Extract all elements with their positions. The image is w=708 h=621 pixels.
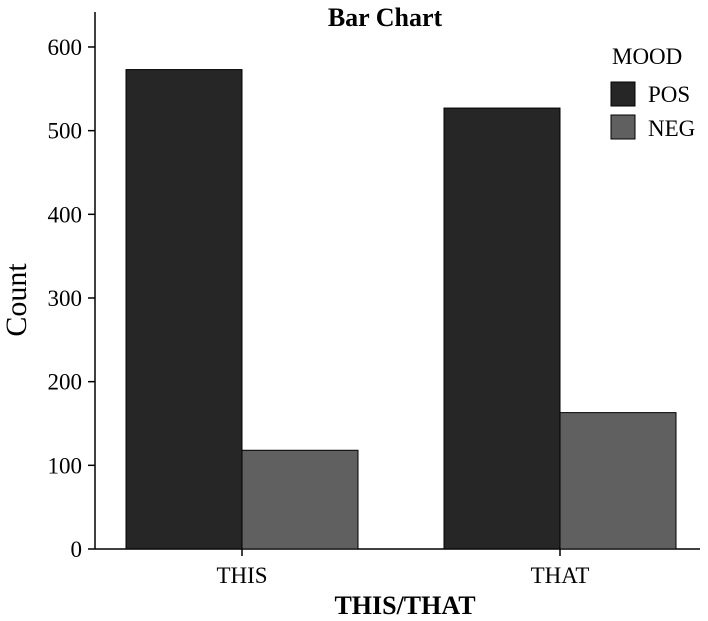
x-tick-label-this: THIS (216, 563, 267, 588)
x-tick-label-that: THAT (531, 563, 590, 588)
legend-swatch-neg (610, 114, 636, 140)
y-tick-label: 0 (71, 537, 83, 562)
y-tick-label: 600 (48, 35, 83, 60)
x-axis-label: THIS/THAT (334, 591, 475, 620)
bars-group (125, 69, 677, 550)
bar-this-neg (241, 449, 359, 550)
legend-swatch-pos (610, 81, 636, 107)
y-tick-label: 300 (48, 286, 83, 311)
y-tick-label: 100 (48, 453, 83, 478)
legend: MOOD POS NEG (610, 44, 695, 141)
legend-label-neg: NEG (648, 116, 695, 141)
bar-that-pos (443, 107, 561, 550)
y-tick-label: 400 (48, 202, 83, 227)
legend-title: MOOD (612, 44, 682, 69)
bar-this-pos (125, 69, 243, 550)
y-tick-label: 200 (48, 370, 83, 395)
legend-label-pos: POS (648, 82, 690, 107)
y-axis-label: Count (0, 263, 33, 337)
y-tick-label: 500 (48, 119, 83, 144)
chart-title: Bar Chart (328, 3, 443, 32)
y-axis-ticks: 0 100 200 300 400 500 600 (48, 35, 95, 562)
bar-that-neg (559, 412, 677, 550)
x-axis-ticks: THIS THAT (216, 549, 589, 588)
